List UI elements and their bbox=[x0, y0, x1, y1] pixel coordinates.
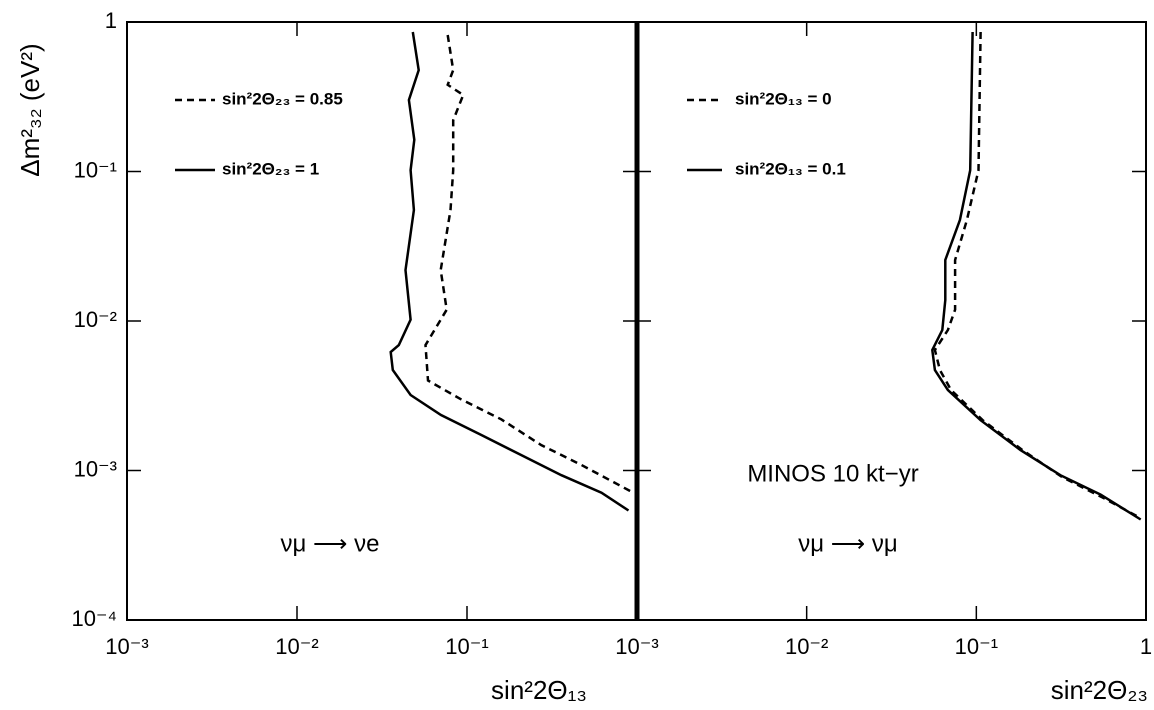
plot-frame bbox=[126, 21, 638, 621]
x-tick-label: 10⁻³ bbox=[615, 634, 658, 659]
curve bbox=[933, 31, 1142, 520]
x-tick-label: 10⁻² bbox=[275, 634, 318, 659]
x-tick-label: 1 bbox=[1140, 634, 1152, 659]
x-tick-label: 10⁻² bbox=[785, 634, 828, 659]
legend-label: sin²2Θ₁₃ = 0.1 bbox=[735, 159, 846, 178]
x-tick-label: 10⁻³ bbox=[105, 634, 148, 659]
y-tick-label: 10⁻¹ bbox=[74, 157, 117, 182]
legend-label: sin²2Θ₂₃ = 1 bbox=[222, 159, 319, 178]
annotation: νμ ⟶ νμ bbox=[798, 530, 897, 557]
annotation: νμ ⟶ νe bbox=[281, 530, 380, 557]
y-axis-label: Δm²₃₂ (eV²) bbox=[15, 43, 45, 176]
y-tick-label: 10⁻⁴ bbox=[71, 606, 117, 631]
y-tick-label: 10⁻³ bbox=[74, 456, 117, 481]
curve bbox=[389, 31, 630, 512]
curve bbox=[931, 31, 1142, 521]
annotation: MINOS 10 kt−yr bbox=[747, 460, 918, 487]
x-axis-label: sin²2Θ₂₃ bbox=[1051, 675, 1148, 705]
curve bbox=[424, 34, 633, 493]
legend-label: sin²2Θ₁₃ = 0 bbox=[735, 89, 832, 108]
x-tick-label: 10⁻¹ bbox=[955, 634, 998, 659]
y-tick-label: 1 bbox=[105, 8, 117, 33]
y-tick-label: 10⁻² bbox=[74, 307, 117, 332]
x-axis-label: sin²2Θ₁₃ bbox=[491, 675, 587, 705]
legend-label: sin²2Θ₂₃ = 0.85 bbox=[222, 89, 343, 108]
x-tick-label: 10⁻¹ bbox=[445, 634, 488, 659]
